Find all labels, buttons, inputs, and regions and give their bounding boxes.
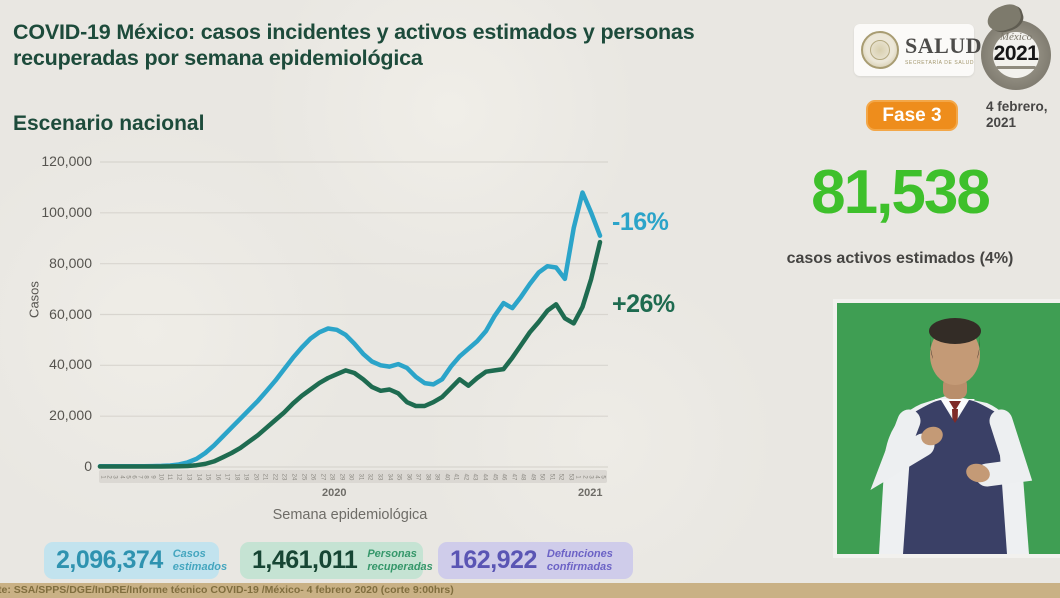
x-axis-year-2021: 2021 <box>578 487 603 499</box>
week-tick: 29 <box>338 473 345 480</box>
week-tick: 49 <box>529 473 536 480</box>
week-tick: 14 <box>194 473 201 480</box>
mexico-2021-logo: México 2021 <box>979 1 1057 92</box>
week-tick: 35 <box>395 473 402 480</box>
week-tick: 31 <box>357 473 364 480</box>
week-tick: 19 <box>242 473 249 480</box>
week-tick: 18 <box>233 473 240 480</box>
mexico-2021-script: México <box>999 31 1033 43</box>
week-tick: 10 <box>157 473 164 480</box>
y-tick-label: 120,000 <box>41 153 92 169</box>
week-tick: 42 <box>462 473 469 480</box>
y-tick-label: 0 <box>84 458 92 474</box>
week-tick: 47 <box>509 473 516 480</box>
phase-badge: Fase 3 <box>866 100 958 131</box>
mexico-2021-year: 2021 <box>993 42 1039 65</box>
mexico-2021-divider <box>996 66 1036 69</box>
y-tick-label: 60,000 <box>49 305 92 322</box>
week-tick: 40 <box>443 473 450 480</box>
y-tick-label: 20,000 <box>49 407 92 424</box>
stat-label: Personas recuperadas <box>367 547 433 573</box>
week-tick: 17 <box>223 473 230 480</box>
week-tick: 12 <box>175 473 182 480</box>
week-tick: 52 <box>557 473 564 480</box>
annotation-estimated-change: -16% <box>612 208 669 236</box>
stat-label: Casos estimados <box>172 547 228 573</box>
y-tick-label: 100,000 <box>41 203 92 220</box>
week-tick: 5 <box>599 474 606 479</box>
week-tick: 41 <box>452 473 459 480</box>
week-tick: 16 <box>214 473 220 480</box>
week-tick: 20 <box>252 473 259 480</box>
x-axis-week-ticks: 1 2 3 4 5 6 7 8 9 10 11 12 13 14 15 16 17 18 19 20 21 22 23 24 2… <box>99 470 607 483</box>
week-tick: 21 <box>261 473 268 480</box>
week-tick: 44 <box>481 473 488 480</box>
week-tick: 23 <box>280 473 287 480</box>
y-tick-label: 40,000 <box>49 356 92 373</box>
week-tick: 43 <box>471 473 478 480</box>
week-tick: 3 <box>587 474 594 479</box>
week-tick: 26 <box>309 473 316 480</box>
week-tick: 33 <box>376 473 383 480</box>
active-cases-label: casos activos estimados (4%) <box>786 250 1014 267</box>
week-tick: 51 <box>548 473 555 480</box>
week-tick: 27 <box>319 473 326 480</box>
week-tick: 32 <box>366 473 373 480</box>
active-cases-value: 81,538 <box>811 158 991 227</box>
week-tick: 48 <box>519 473 526 480</box>
week-tick: 37 <box>414 473 421 480</box>
report-date-line1: 4 febrero, <box>986 99 1048 114</box>
report-date-line2: 2021 <box>986 114 1017 130</box>
week-tick: 5 <box>124 474 131 479</box>
week-tick: 13 <box>185 473 192 480</box>
week-tick: 1 <box>575 474 582 479</box>
week-tick: 2 <box>581 474 588 479</box>
line-plot <box>97 161 608 469</box>
week-tick: 38 <box>424 473 431 480</box>
y-tick-label: 80,000 <box>49 254 92 271</box>
interpreter-video <box>833 299 1060 558</box>
slide-title: COVID-19 México: casos incidentes y acti… <box>13 20 695 70</box>
salud-seal-icon <box>861 31 899 69</box>
x-axis-title: Semana epidemiológica <box>272 507 428 523</box>
week-tick: 45 <box>490 473 497 480</box>
report-date: 4 febrero, 2021 <box>986 99 1048 130</box>
week-tick: 39 <box>433 473 440 480</box>
stat-value: 2,096,374 <box>56 546 163 574</box>
source-text: te: SSA/SPPS/DGE/InDRE/Informe técnico C… <box>0 584 454 596</box>
stat-value: 1,461,011 <box>252 546 358 574</box>
week-tick: 4 <box>118 474 125 479</box>
week-tick: 15 <box>204 473 211 480</box>
stat-defunciones-confirmadas: 162,922 Defunciones confirmadas <box>438 542 633 579</box>
week-tick: 3 <box>112 474 119 479</box>
week-tick: 11 <box>166 473 173 480</box>
week-tick: 46 <box>500 473 507 480</box>
week-tick: 53 <box>567 473 574 480</box>
week-tick: 50 <box>538 473 545 480</box>
salud-logo-text: SALUD <box>905 32 983 58</box>
stat-personas-recuperadas: 1,461,011 Personas recuperadas <box>240 542 433 579</box>
week-tick: 34 <box>385 473 392 480</box>
week-tick: 8 <box>143 474 150 479</box>
interpreter-figure <box>837 303 1060 554</box>
week-tick: 9 <box>149 474 156 479</box>
serpent-ring-icon <box>981 20 1051 90</box>
annotation-recovered-change: +26% <box>612 290 675 318</box>
source-bar: te: SSA/SPPS/DGE/InDRE/Informe técnico C… <box>0 583 1060 598</box>
x-axis-year-2020: 2020 <box>322 487 347 499</box>
salud-logo: SALUD SECRETARÍA DE SALUD <box>854 24 982 76</box>
week-tick: 30 <box>347 473 354 480</box>
week-tick: 25 <box>299 473 306 480</box>
week-tick: 24 <box>290 473 297 480</box>
week-tick: 28 <box>328 473 335 480</box>
section-title: Escenario nacional <box>13 112 205 135</box>
salud-logo-subtext: SECRETARÍA DE SALUD <box>905 59 975 66</box>
week-tick: 22 <box>271 473 278 480</box>
week-tick: 36 <box>404 473 411 480</box>
stat-casos-estimados: 2,096,374 Casos estimados <box>44 542 227 579</box>
stat-value: 162,922 <box>450 546 537 574</box>
stat-label: Defunciones confirmadas <box>546 547 613 573</box>
